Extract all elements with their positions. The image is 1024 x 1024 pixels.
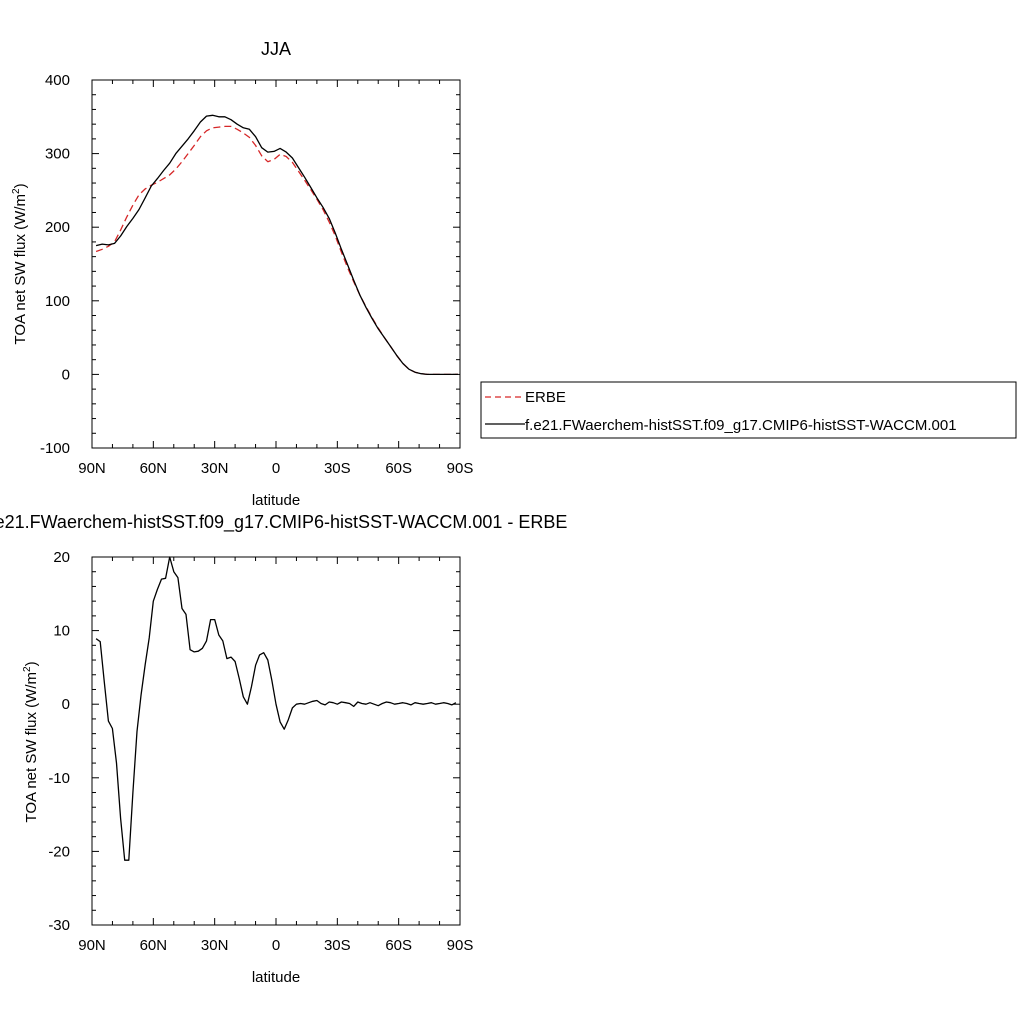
y-tick-label: -20 xyxy=(48,843,70,860)
plot-frame xyxy=(91,79,461,449)
y-tick-label: 200 xyxy=(45,219,70,236)
x-tick-label: 60S xyxy=(385,460,412,477)
chart-title: f.e21.FWaerchem-histSST.f09_g17.CMIP6-hi… xyxy=(0,512,567,533)
y-axis-label: TOA net SW flux (W/m2) xyxy=(11,183,29,344)
chart-title: JJA xyxy=(261,39,291,59)
y-tick-label: 400 xyxy=(45,72,70,89)
legend-box xyxy=(480,381,1017,439)
x-tick-label: 60N xyxy=(140,937,168,954)
x-axis-label: latitude xyxy=(252,492,300,509)
chart-jja: JJA TOA net SW flux (W/m2) latitude 90N 6… xyxy=(11,39,473,509)
x-tick-label: 30S xyxy=(324,460,351,477)
x-tick-label: 30N xyxy=(201,937,229,954)
axis-ticks: 90N 60N 30N 0 30S 60S 90S -100 0 100 200 300 400 xyxy=(40,72,473,477)
series-line-1 xyxy=(95,125,458,376)
y-tick-label: 0 xyxy=(62,696,70,713)
y-tick-label: -100 xyxy=(40,440,70,457)
series-lines xyxy=(95,114,458,376)
x-tick-label: 30N xyxy=(201,460,229,477)
plot-frame xyxy=(91,556,461,926)
y-tick-label: 0 xyxy=(62,366,70,383)
y-tick-label: 300 xyxy=(45,146,70,163)
series-line-2 xyxy=(95,114,458,376)
x-tick-label: 0 xyxy=(272,460,280,477)
x-axis-label: latitude xyxy=(252,969,300,986)
y-tick-label: -10 xyxy=(48,770,70,787)
y-tick-label: 100 xyxy=(45,293,70,310)
legend-label-model: f.e21.FWaerchem-histSST.f09_g17.CMIP6-hi… xyxy=(525,417,957,434)
x-tick-label: 90S xyxy=(447,937,474,954)
series-line-1 xyxy=(95,556,457,861)
y-axis-label: TOA net SW flux (W/m2) xyxy=(22,661,40,822)
x-tick-label: 90N xyxy=(78,460,106,477)
y-tick-label: 20 xyxy=(53,549,70,566)
series-lines xyxy=(95,556,457,861)
x-tick-label: 60S xyxy=(385,937,412,954)
y-tick-label: 10 xyxy=(53,623,70,640)
x-tick-label: 0 xyxy=(272,937,280,954)
legend: ERBE f.e21.FWaerchem-histSST.f09_g17.CMI… xyxy=(480,381,1017,439)
x-tick-label: 90S xyxy=(447,460,474,477)
x-tick-label: 30S xyxy=(324,937,351,954)
legend-label-erbe: ERBE xyxy=(525,389,566,406)
x-tick-label: 90N xyxy=(78,937,106,954)
chart-difference: f.e21.FWaerchem-histSST.f09_g17.CMIP6-hi… xyxy=(0,512,567,986)
axis-ticks: 90N 60N 30N 0 30S 60S 90S -30 -20 -10 0 10 20 xyxy=(48,549,473,954)
y-tick-label: -30 xyxy=(48,917,70,934)
x-tick-label: 60N xyxy=(140,460,168,477)
